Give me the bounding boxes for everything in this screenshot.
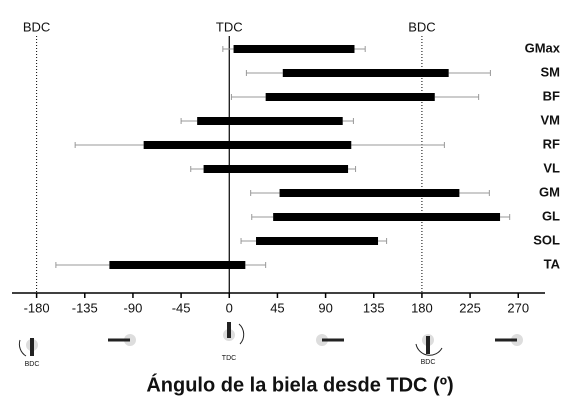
x-tick-label: -180 — [24, 300, 50, 315]
bar — [197, 117, 343, 125]
bar — [144, 141, 352, 149]
x-axis-label: Ángulo de la biela desde TDC (º) — [146, 373, 453, 396]
bar — [273, 213, 500, 221]
category-label: RF — [543, 136, 560, 151]
x-tick-label: 0 — [226, 300, 233, 315]
x-tick-label: 45 — [270, 300, 284, 315]
x-tick-label: -90 — [124, 300, 143, 315]
reference-label: TDC — [216, 19, 243, 34]
x-tick-label: 270 — [507, 300, 529, 315]
category-label: SOL — [533, 232, 560, 247]
crank-label: TDC — [222, 355, 236, 362]
category-label: VM — [541, 112, 561, 127]
bar — [280, 189, 460, 197]
crank-icons — [19, 322, 523, 356]
x-tick-label: 180 — [411, 300, 433, 315]
bar — [256, 237, 378, 245]
category-label: SM — [541, 64, 561, 79]
chart: BDC TDC BDC Ángulo de la biela desde TDC… — [0, 0, 576, 405]
x-tick-label: 135 — [363, 300, 385, 315]
crank-label: BDC — [25, 361, 40, 368]
category-label: BF — [543, 88, 560, 103]
reference-label: BDC — [408, 19, 435, 34]
bar — [283, 69, 449, 77]
category-label: GMax — [525, 40, 561, 55]
category-label: TA — [544, 256, 561, 271]
x-tick-label: -45 — [172, 300, 191, 315]
bar — [204, 165, 348, 173]
category-label: GL — [542, 208, 560, 223]
x-tick-label: 225 — [459, 300, 481, 315]
x-tick-label: -135 — [72, 300, 98, 315]
x-tick-label: 90 — [318, 300, 332, 315]
bar — [234, 45, 355, 53]
bar — [266, 93, 435, 101]
category-label: VL — [543, 160, 560, 175]
category-label: GM — [539, 184, 560, 199]
bar — [109, 261, 245, 269]
reference-label: BDC — [23, 19, 50, 34]
crank-label: BDC — [421, 359, 436, 366]
